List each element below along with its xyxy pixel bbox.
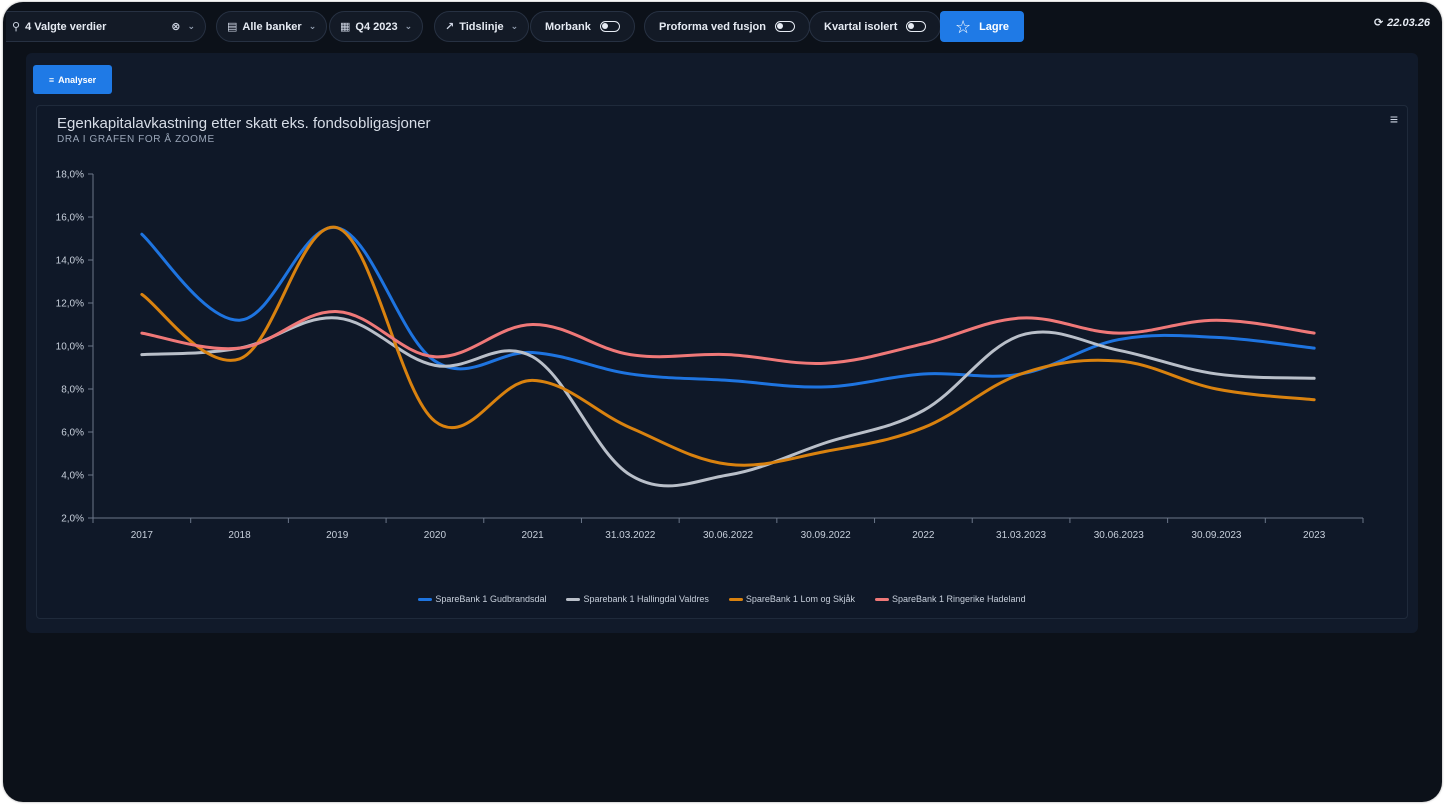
hamburger-menu-icon[interactable]: ≡ <box>1389 111 1398 127</box>
toggle-switch-icon[interactable] <box>599 21 620 32</box>
x-tick-label: 2020 <box>424 530 447 541</box>
legend-swatch <box>874 597 889 601</box>
x-tick-label: 30.09.2023 <box>1191 530 1241 541</box>
y-tick-label: 2,0% <box>61 514 84 525</box>
analysis-panel: ≡ Analyser Egenkapitalavkastning etter s… <box>26 53 1418 633</box>
y-tick-label: 14,0% <box>56 256 84 267</box>
y-tick-label: 18,0% <box>56 170 84 181</box>
save-label: Lagre <box>979 20 1010 33</box>
chevron-down-icon: ⌄ <box>510 21 519 31</box>
x-tick-label: 2021 <box>521 530 544 541</box>
legend-label: Sparebank 1 Hallingdal Valdres <box>583 594 709 604</box>
x-tick-label: 2017 <box>131 530 154 541</box>
chart-card[interactable]: Egenkapitalavkastning etter skatt eks. f… <box>36 105 1408 619</box>
y-tick-label: 8,0% <box>61 385 84 396</box>
period-dropdown[interactable]: ▦ Q4 2023 ⌄ <box>329 11 424 42</box>
proforma-label: Proforma ved fusjon <box>659 20 766 33</box>
series-line-4 <box>140 310 1316 365</box>
chart-subtitle: DRA I GRAFEN FOR Å ZOOME <box>57 134 215 145</box>
toggle-switch-icon[interactable] <box>774 21 795 32</box>
x-tick-label: 31.03.2022 <box>605 530 655 541</box>
x-tick-label: 2019 <box>326 530 349 541</box>
search-value: 4 Valgte verdier <box>25 20 107 33</box>
y-tick-label: 16,0% <box>56 213 84 224</box>
legend-item[interactable]: SpareBank 1 Lom og Skjåk <box>728 594 855 604</box>
y-tick-label: 10,0% <box>56 342 84 353</box>
calendar-icon: ▦ <box>340 21 351 33</box>
sliders-icon: ≡ <box>48 74 55 85</box>
series-line-3 <box>140 225 1316 467</box>
x-tick-label: 30.06.2022 <box>703 530 753 541</box>
analyse-label: Analyser <box>58 74 97 85</box>
x-tick-label: 2022 <box>912 530 935 541</box>
toggle-switch-icon[interactable] <box>906 21 927 32</box>
morbank-toggle[interactable]: Morbank <box>530 11 635 42</box>
banks-label: Alle banker <box>242 20 302 33</box>
list-icon: ▤ <box>227 21 238 33</box>
legend-label: SpareBank 1 Gudbrandsdal <box>435 594 547 604</box>
line-chart[interactable]: 2,0% 4,0% 6,0% 8,0% 10,0% 12,0% 14,0% 16,0% 18,0… <box>37 106 1409 586</box>
y-tick-label: 6,0% <box>61 428 84 439</box>
x-tick-label: 31.03.2023 <box>996 530 1046 541</box>
chevron-down-icon[interactable]: ⌄ <box>187 21 195 31</box>
series-line-2 <box>140 316 1316 488</box>
banks-dropdown[interactable]: ▤ Alle banker ⌄ <box>216 11 328 42</box>
chevron-down-icon: ⌄ <box>404 21 413 31</box>
legend-swatch <box>566 597 581 601</box>
morbank-label: Morbank <box>545 20 591 33</box>
period-label: Q4 2023 <box>355 20 398 33</box>
refresh-date: 22.03.26 <box>1387 16 1430 29</box>
view-dropdown[interactable]: ↗ Tidslinje ⌄ <box>434 11 530 42</box>
chevron-down-icon: ⌄ <box>308 21 317 31</box>
x-tick-label: 30.06.2023 <box>1094 530 1144 541</box>
save-button[interactable]: ☆ Lagre <box>940 11 1024 42</box>
view-label: Tidslinje <box>459 20 504 33</box>
y-tick-label: 4,0% <box>61 471 84 482</box>
clear-icon[interactable]: ⊗ <box>171 21 181 33</box>
chart-title: Egenkapitalavkastning etter skatt eks. f… <box>57 115 431 132</box>
legend-swatch <box>418 597 433 601</box>
app-window: ⚲ 4 Valgte verdier ⊗ ⌄ ▤ Alle banker ⌄ ▦… <box>3 2 1442 802</box>
legend-label: SpareBank 1 Lom og Skjåk <box>745 594 855 604</box>
chart-legend: SpareBank 1 Gudbrandsdal Sparebank 1 Hall… <box>37 594 1407 604</box>
proforma-toggle[interactable]: Proforma ved fusjon <box>644 11 810 42</box>
quarter-isolated-toggle[interactable]: Kvartal isolert <box>809 11 942 42</box>
line-chart-icon: ↗ <box>445 21 455 33</box>
x-tick-label: 2018 <box>228 530 251 541</box>
refresh-icon: ⟳ <box>1373 17 1384 29</box>
analyse-button[interactable]: ≡ Analyser <box>33 65 112 94</box>
x-tick-label: 2023 <box>1303 530 1326 541</box>
refresh-indicator[interactable]: ⟳ 22.03.26 <box>1373 16 1430 30</box>
toolbar: ⚲ 4 Valgte verdier ⊗ ⌄ ▤ Alle banker ⌄ ▦… <box>3 2 1442 46</box>
legend-item[interactable]: Sparebank 1 Hallingdal Valdres <box>566 594 709 604</box>
search-icon: ⚲ <box>12 21 21 33</box>
legend-label: SpareBank 1 Ringerike Hadeland <box>891 594 1026 604</box>
legend-item[interactable]: SpareBank 1 Ringerike Hadeland <box>874 594 1026 604</box>
x-tick-label: 30.09.2022 <box>801 530 851 541</box>
star-icon: ☆ <box>954 16 972 37</box>
quarter-isolated-label: Kvartal isolert <box>824 20 898 33</box>
legend-swatch <box>728 597 743 601</box>
value-search-select[interactable]: ⚲ 4 Valgte verdier ⊗ ⌄ <box>6 11 206 42</box>
y-tick-label: 12,0% <box>56 299 84 310</box>
legend-item[interactable]: SpareBank 1 Gudbrandsdal <box>418 594 546 604</box>
